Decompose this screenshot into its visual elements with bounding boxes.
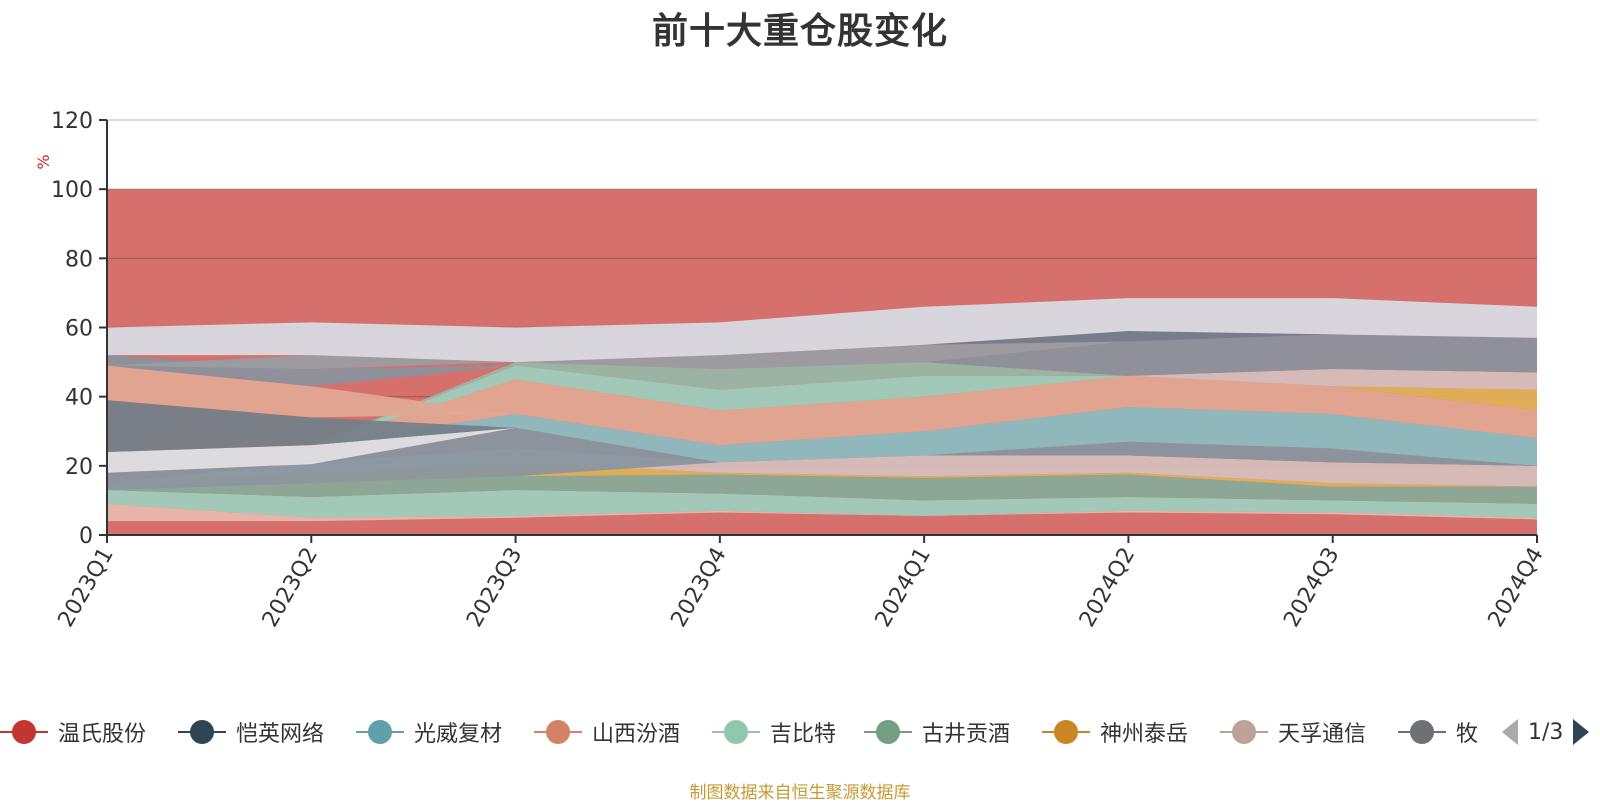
y-tick-label: 60 bbox=[65, 317, 93, 342]
area-layer bbox=[107, 365, 1537, 452]
legend-marker-icon bbox=[1398, 712, 1446, 752]
legend-label: 山西汾酒 bbox=[592, 722, 681, 747]
x-tick-label: 2023Q1 bbox=[54, 543, 119, 631]
area-layer bbox=[107, 400, 1537, 466]
legend-label: 天孚通信 bbox=[1278, 722, 1367, 747]
x-tick-label: 2023Q4 bbox=[666, 543, 731, 631]
legend-item[interactable]: 神州泰岳 bbox=[1042, 712, 1188, 752]
stacked-area-chart: 0 20 40 60 80 100 120 2023Q1 2023Q2 2023Q3 2023Q4… bbox=[34, 109, 1549, 631]
x-tick-label: 2024Q1 bbox=[871, 543, 936, 631]
source-note: 制图数据来自恒生聚源数据库 bbox=[689, 783, 911, 803]
legend-item[interactable]: 山西汾酒 bbox=[534, 712, 680, 752]
y-tick-label: 40 bbox=[65, 386, 93, 411]
legend-marker-icon bbox=[864, 712, 912, 752]
x-tick-label: 2024Q3 bbox=[1279, 543, 1344, 631]
y-tick-label: 120 bbox=[51, 109, 93, 134]
x-tick-label: 2024Q4 bbox=[1484, 543, 1549, 631]
y-axis-label: % bbox=[34, 154, 53, 169]
legend-page-indicator: 1/3 bbox=[1528, 719, 1564, 745]
axes bbox=[99, 119, 1538, 543]
y-tick-labels: 0 20 40 60 80 100 120 bbox=[51, 109, 93, 549]
legend-item[interactable]: 古井贡酒 bbox=[864, 712, 1010, 752]
area-layers bbox=[107, 298, 1537, 522]
legend-label: 神州泰岳 bbox=[1100, 722, 1189, 747]
legend-marker-icon bbox=[356, 712, 404, 752]
legend-item[interactable]: 恺英网络 bbox=[178, 712, 324, 752]
legend-marker-icon bbox=[0, 712, 48, 752]
area-layer bbox=[107, 334, 1537, 369]
legend-item[interactable]: 牧原股份 bbox=[1398, 712, 1478, 752]
x-tick-labels: 2023Q1 2023Q2 2023Q3 2023Q4 2024Q1 2024Q2 2024… bbox=[54, 543, 1549, 631]
legend-item[interactable]: 吉比特 bbox=[712, 712, 836, 752]
legend-label: 温氏股份 bbox=[58, 722, 147, 747]
area-layer bbox=[107, 503, 1537, 522]
area-layer bbox=[107, 334, 1537, 387]
x-tick-label: 2024Q2 bbox=[1075, 543, 1140, 631]
prev-page-icon[interactable] bbox=[1500, 717, 1520, 747]
area-layer bbox=[107, 362, 1537, 452]
area-layer bbox=[107, 427, 1537, 491]
legend-label: 古井贡酒 bbox=[922, 722, 1011, 747]
area-layer bbox=[107, 474, 1537, 504]
legend-item[interactable]: 温氏股份 bbox=[0, 712, 146, 752]
x-tick-label: 2023Q3 bbox=[462, 543, 527, 631]
area-layer bbox=[107, 330, 1537, 363]
area-layer bbox=[107, 362, 1537, 452]
legend-label: 光威复材 bbox=[414, 722, 503, 747]
legend-marker-icon bbox=[712, 712, 760, 752]
y-tick-label: 0 bbox=[79, 524, 93, 549]
legend-label: 吉比特 bbox=[770, 722, 837, 747]
legend: 温氏股份 恺英网络 光威复材 山西汾酒 吉比特 古井贡酒 神州泰岳 天孚通信 牧原股份 bbox=[0, 712, 1478, 752]
legend-marker-icon bbox=[1220, 712, 1268, 752]
legend-marker-icon bbox=[178, 712, 226, 752]
x-tick-label: 2023Q2 bbox=[258, 543, 323, 631]
legend-item[interactable]: 光威复材 bbox=[356, 712, 502, 752]
legend-marker-icon bbox=[1042, 712, 1090, 752]
legend-label: 牧原股份 bbox=[1456, 722, 1478, 747]
area-layer bbox=[107, 365, 1537, 446]
y-tick-label: 20 bbox=[65, 455, 93, 480]
area-layer bbox=[107, 407, 1537, 466]
legend-label: 恺英网络 bbox=[236, 722, 325, 747]
chart-title: 前十大重仓股变化 bbox=[651, 11, 948, 52]
y-tick-label: 100 bbox=[51, 178, 93, 203]
area-layer bbox=[107, 375, 1537, 452]
legend-item[interactable]: 天孚通信 bbox=[1220, 712, 1366, 752]
area-layer bbox=[107, 490, 1537, 518]
legend-marker-icon bbox=[534, 712, 582, 752]
y-tick-label: 80 bbox=[65, 247, 93, 272]
area-layer bbox=[107, 298, 1537, 363]
next-page-icon[interactable] bbox=[1571, 717, 1591, 747]
legend-pager: 1/3 bbox=[1500, 712, 1591, 752]
